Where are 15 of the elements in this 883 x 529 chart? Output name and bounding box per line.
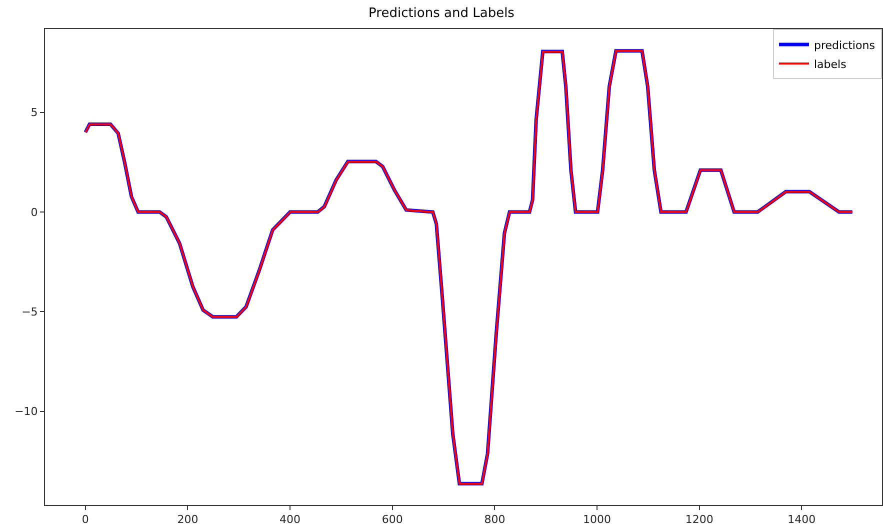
- x-tick-label: 800: [484, 513, 506, 526]
- legend-label: labels: [814, 58, 847, 71]
- y-tick-label: −10: [14, 405, 38, 418]
- x-tick-label: 400: [280, 513, 301, 526]
- y-tick-label: −5: [22, 306, 38, 318]
- y-tick-label: 0: [30, 206, 38, 219]
- x-tick-label: 1000: [583, 513, 612, 526]
- x-tick-label: 1200: [685, 513, 714, 526]
- legend-label: predictions: [814, 38, 876, 52]
- y-tick-label: 5: [30, 106, 38, 120]
- x-tick-label: 1400: [788, 513, 816, 526]
- x-tick-label: 0: [82, 513, 89, 526]
- chart-title: Predictions and Labels: [368, 6, 515, 22]
- x-tick-label: 600: [382, 513, 403, 526]
- x-tick-label: 200: [177, 513, 198, 526]
